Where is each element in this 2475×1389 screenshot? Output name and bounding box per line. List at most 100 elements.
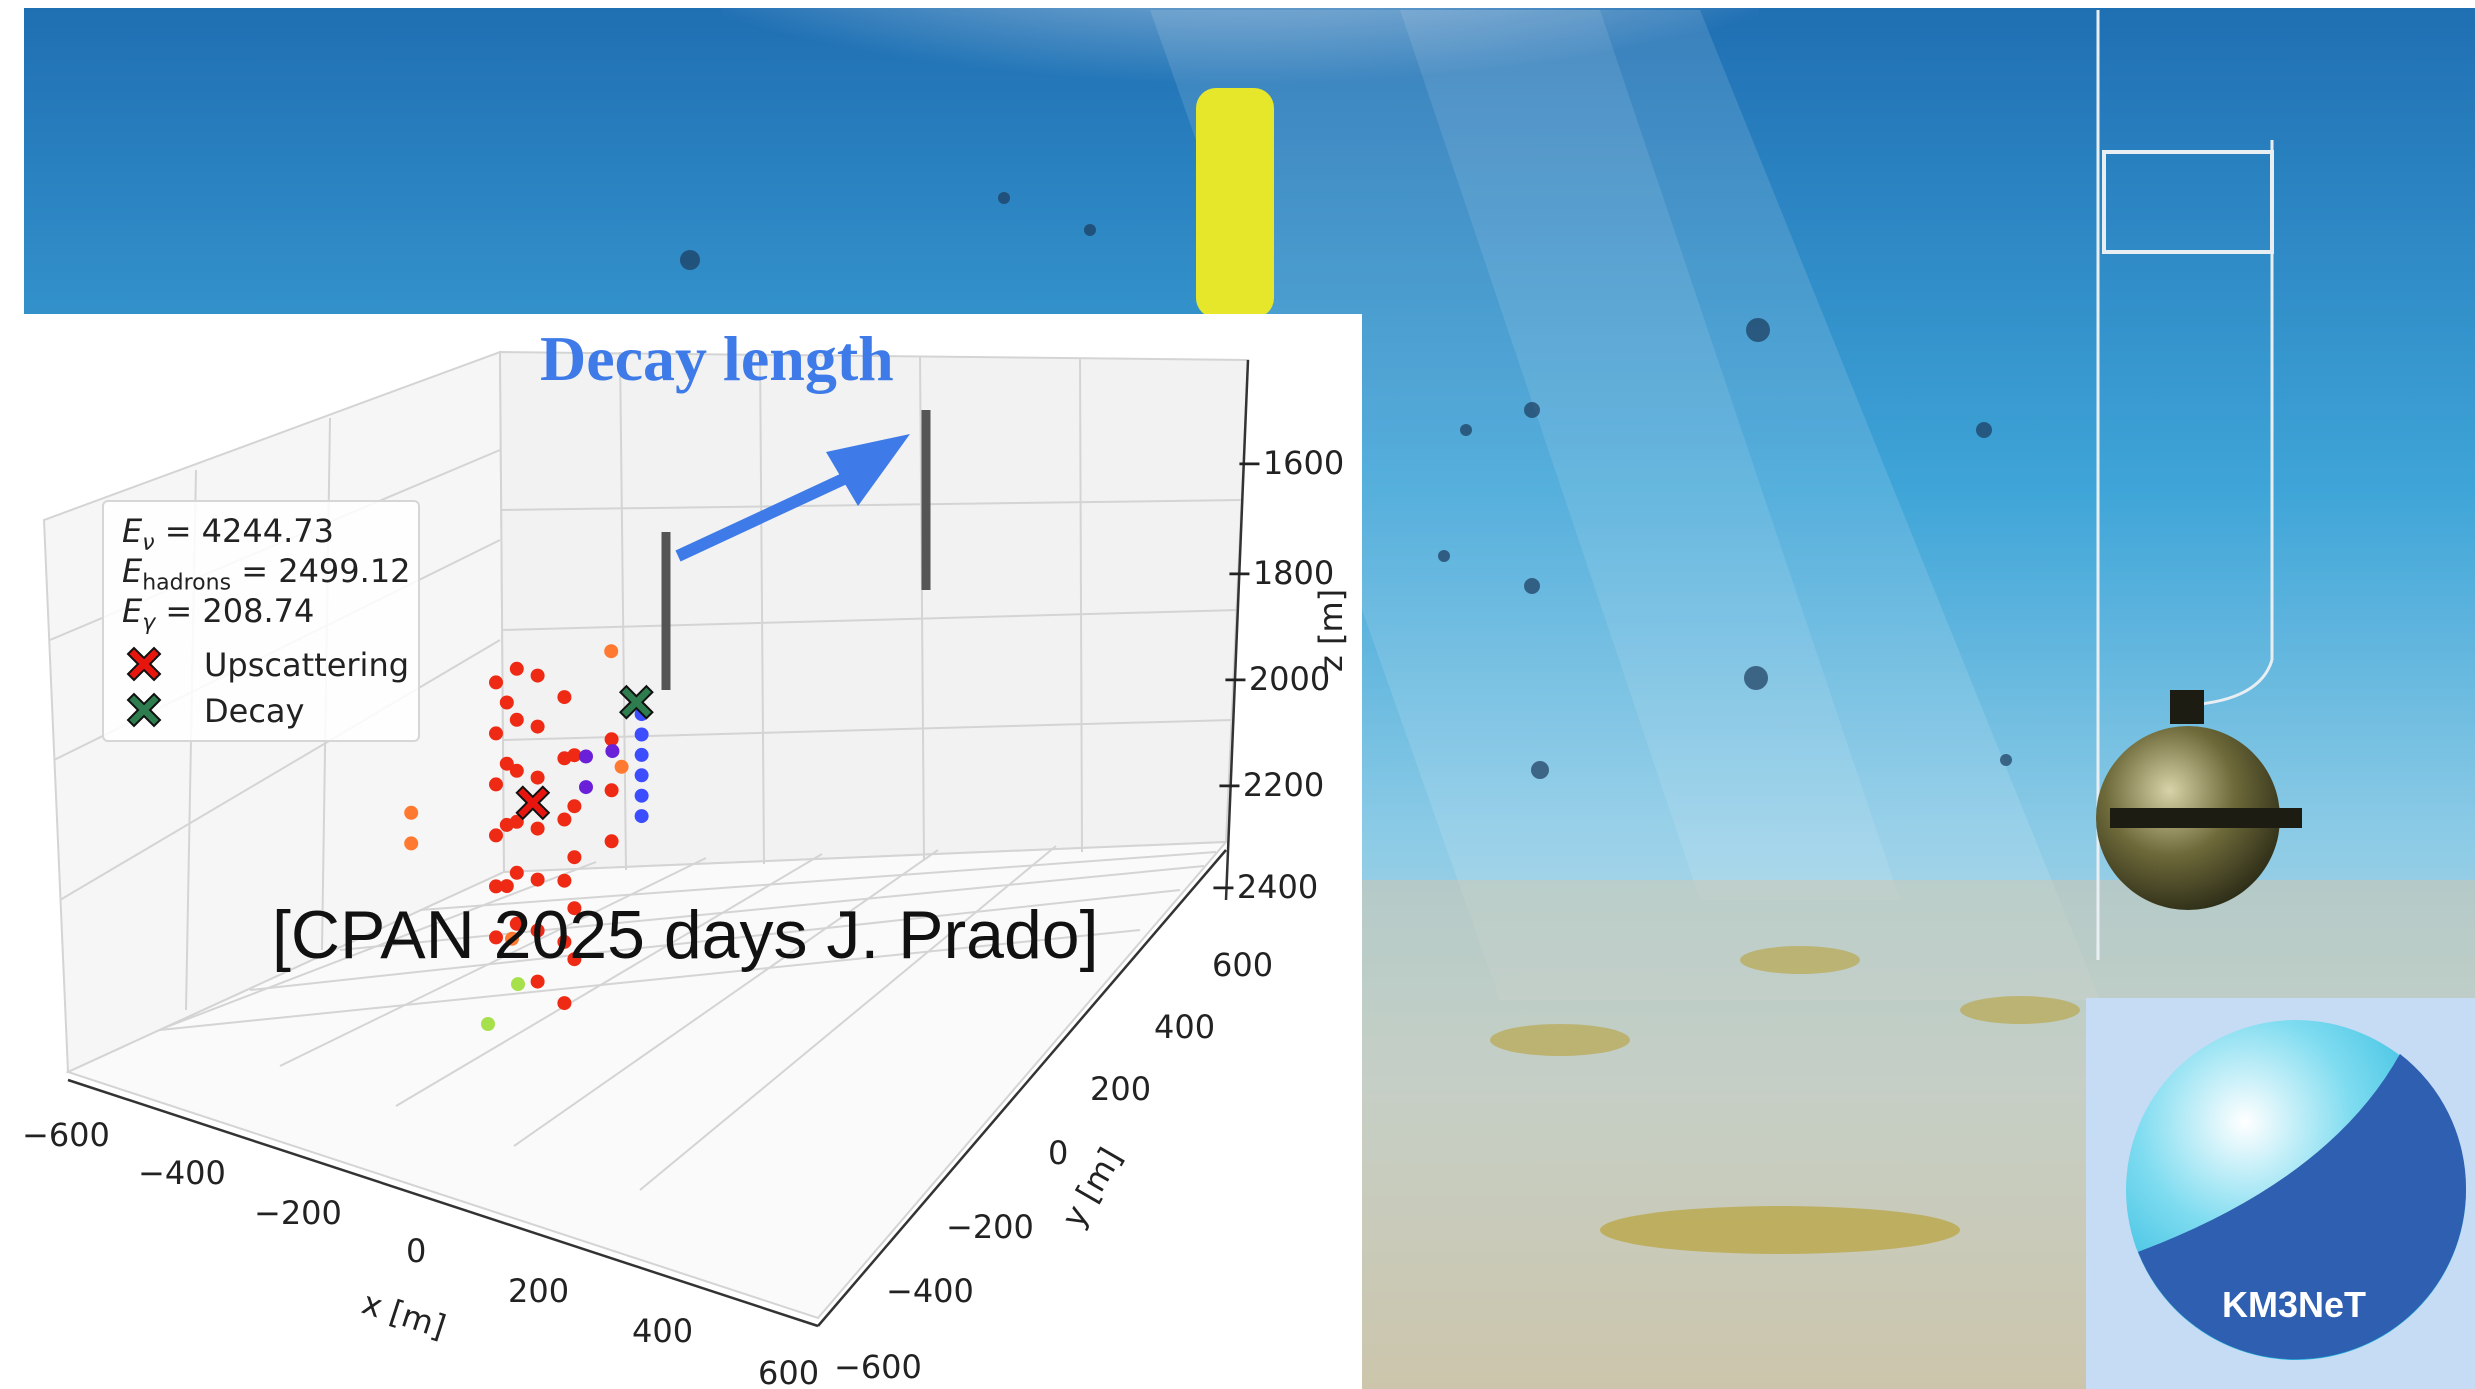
hit-point [499, 756, 514, 771]
km3net-logo-shade [2138, 1054, 2467, 1360]
hit-point [509, 865, 524, 880]
hit-point [509, 661, 524, 676]
cable-frame [2102, 150, 2274, 254]
seabed-anchor [1600, 1206, 1960, 1254]
hit-point [530, 719, 545, 734]
cable-bend [2189, 659, 2274, 707]
upscattering-marker [515, 785, 551, 821]
light-ray-2 [1400, 10, 1900, 900]
hit-point [509, 916, 524, 931]
y-tick-label: 600 [1212, 946, 1273, 984]
hit-point [489, 777, 503, 792]
legend-energy-hadrons: Ehadrons = 2499.12 [122, 552, 411, 595]
energy-subscript: hadrons [142, 570, 232, 596]
hit-point [489, 930, 503, 945]
z-tick-label: −1800 [1226, 554, 1334, 592]
hit-point [605, 744, 620, 759]
hit-point [567, 901, 582, 916]
hit-point [530, 668, 545, 683]
credit-text: [CPAN 2025 days J. Prado] [272, 897, 1099, 973]
hit-point [404, 805, 419, 820]
hit-point [511, 977, 525, 992]
hit-point [567, 748, 582, 763]
hit-point [499, 879, 514, 894]
hit-point [634, 768, 649, 783]
z-tick-label: −2000 [1222, 660, 1330, 698]
hit-point [530, 770, 545, 785]
hit-point [489, 726, 503, 741]
decay-length-arrow-shaft [675, 470, 853, 562]
energy-value: = 208.74 [165, 592, 315, 630]
legend-label-decay: Decay [204, 692, 305, 730]
x-tick-label: −200 [254, 1194, 342, 1232]
decay-marker [618, 684, 654, 720]
hit-point [530, 872, 545, 887]
x-tick-label: 600 [758, 1354, 819, 1389]
hit-point [614, 759, 629, 774]
hit-point [604, 732, 619, 747]
hit-point [567, 799, 582, 814]
energy-symbol: E [122, 592, 143, 630]
hit-points [404, 644, 649, 1031]
energy-value: = 2499.12 [241, 552, 411, 590]
hit-point [567, 850, 582, 865]
hit-point [567, 952, 582, 967]
y-tick-label: −600 [834, 1348, 922, 1386]
hit-point [499, 695, 514, 710]
hit-point [604, 783, 619, 798]
x-tick-label: −400 [138, 1154, 226, 1192]
hit-point [489, 879, 503, 894]
hit-point [634, 788, 649, 803]
seabed-anchor-2 [1490, 1024, 1630, 1056]
event-markers [515, 684, 654, 821]
axes-lines [67, 359, 1250, 1328]
x-tick-label: 400 [632, 1312, 693, 1350]
z-axis-label: z [m] [1312, 589, 1350, 672]
yellow-buoy [1196, 88, 1274, 318]
hit-point [557, 934, 572, 949]
z-tick-label: −2400 [1210, 868, 1318, 906]
hit-point [509, 814, 524, 829]
hit-point [404, 836, 419, 851]
hit-point [634, 747, 649, 762]
hit-point [489, 675, 503, 690]
decay-length-arrow-head [826, 434, 910, 506]
legend-energy-nu: Eν = 4244.73 [122, 512, 334, 555]
y-tick-label: −400 [886, 1272, 974, 1310]
y-tick-label: −200 [946, 1208, 1034, 1246]
seabed-anchor-4 [1960, 996, 2080, 1024]
hit-point [557, 873, 572, 888]
legend-energy-gamma: Eγ = 208.74 [122, 592, 314, 635]
hit-point [604, 834, 619, 849]
hit-point [509, 763, 524, 778]
x-tick-label: 0 [406, 1232, 426, 1270]
z-tick-label: −2200 [1216, 766, 1324, 804]
hit-point [509, 712, 524, 727]
hit-point [530, 821, 545, 836]
optical-module-cap [2170, 690, 2204, 724]
y-tick-label: 200 [1090, 1070, 1151, 1108]
decay-x-icon [126, 692, 162, 728]
hit-point [579, 749, 593, 764]
y-tick-label: 0 [1048, 1134, 1068, 1172]
hit-point [557, 996, 572, 1011]
hit-point [481, 1017, 495, 1031]
hit-point [530, 923, 545, 938]
upscattering-x-icon [126, 646, 162, 682]
seabed-anchor-3 [1740, 946, 1860, 974]
light-ray [1150, 10, 2100, 1000]
km3net-logo-text: KM3NeT [2222, 1284, 2367, 1325]
hit-point [604, 644, 619, 659]
energy-subscript: γ [142, 610, 156, 636]
legend: Eν = 4244.73 Ehadrons = 2499.12 Eγ = 208… [102, 500, 420, 742]
z-tick-label: −1600 [1236, 444, 1344, 482]
hit-point [634, 727, 649, 742]
hit-point [634, 809, 649, 824]
x-tick-label: −600 [22, 1116, 110, 1154]
energy-subscript: ν [142, 530, 155, 556]
water-particles [680, 192, 2012, 779]
legend-label-upscattering: Upscattering [204, 646, 410, 684]
hit-point [557, 812, 572, 827]
